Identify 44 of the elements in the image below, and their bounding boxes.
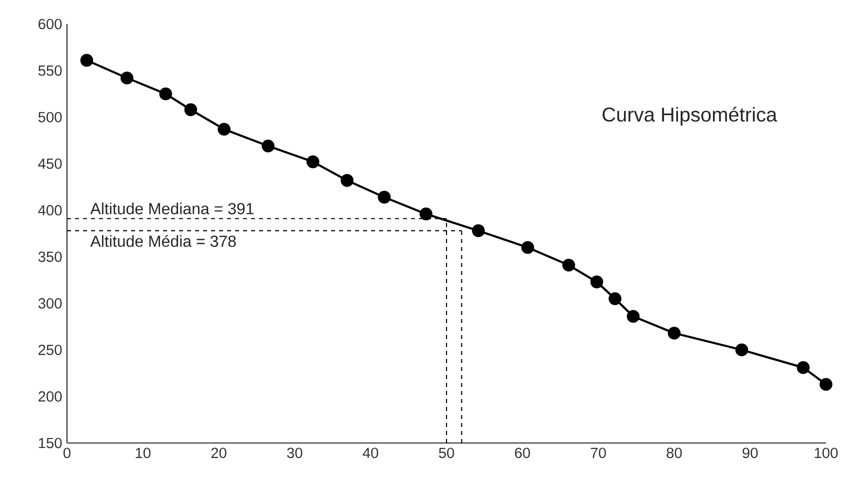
x-tick-label: 40 — [362, 448, 378, 458]
point — [820, 378, 832, 391]
point — [218, 122, 231, 136]
point — [340, 174, 354, 187]
text: Curva Hipsométrica — [602, 106, 778, 126]
x-tick-label: 70 — [590, 448, 606, 458]
x-tick-label: 100 — [814, 448, 838, 458]
y-tick-label: 150 — [38, 438, 62, 448]
point — [735, 343, 748, 356]
x-tick-label: 0 — [63, 448, 70, 458]
point — [796, 361, 810, 374]
y-tick-label: 450 — [38, 158, 62, 169]
point — [420, 208, 432, 220]
x-tick-label: 10 — [136, 448, 150, 458]
x-tick-label: 20 — [211, 448, 226, 458]
point — [120, 72, 134, 84]
point — [608, 292, 622, 306]
point — [378, 190, 391, 204]
ref-line-label: Altitude Mediana = 391 — [90, 202, 254, 214]
point — [472, 224, 485, 238]
y-tick-label: 400 — [38, 205, 62, 216]
point — [80, 54, 94, 67]
y-tick-label: 600 — [38, 18, 62, 30]
point — [626, 310, 640, 323]
point — [184, 103, 198, 116]
point — [306, 155, 320, 168]
y-tick-label: 550 — [38, 65, 62, 76]
x-tick-label: 60 — [515, 448, 530, 458]
x-tick-label: 80 — [666, 448, 682, 458]
point — [590, 276, 604, 288]
ref-line-label: Altitude Média = 378 — [90, 234, 236, 247]
point — [262, 140, 275, 152]
y-tick-label: 300 — [38, 298, 62, 309]
y-tick-label: 350 — [38, 252, 62, 262]
point — [521, 241, 534, 254]
x-tick-label: 30 — [287, 448, 302, 458]
y-tick-label: 500 — [38, 112, 62, 122]
y-tick-label: 200 — [38, 391, 62, 402]
point — [562, 258, 576, 272]
point — [668, 326, 681, 340]
x-tick-label: 50 — [438, 448, 454, 458]
x-tick-label: 90 — [742, 448, 758, 458]
y-tick-label: 250 — [38, 344, 62, 356]
point — [159, 87, 172, 100]
